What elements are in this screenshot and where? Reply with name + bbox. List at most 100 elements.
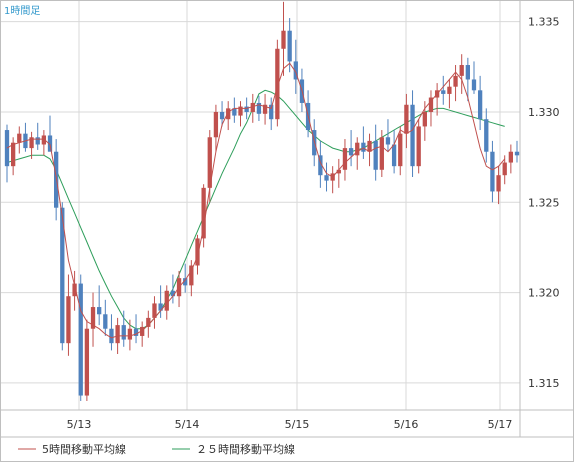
candle-body — [342, 148, 348, 170]
candle — [78, 274, 83, 401]
legend-label: 5時間移動平均線 — [42, 442, 126, 456]
candle-body — [103, 314, 108, 329]
candle — [367, 133, 372, 167]
candle-body — [502, 162, 507, 176]
legend: 5時間移動平均線 ２５時間移動平均線 — [18, 442, 295, 456]
candle-body — [146, 317, 151, 327]
candle — [385, 119, 391, 152]
candle — [318, 140, 323, 188]
candle-body — [459, 65, 464, 76]
candle-body — [361, 142, 366, 152]
candle-body — [391, 144, 397, 167]
candle — [398, 126, 403, 176]
candle-body — [256, 102, 262, 114]
candle — [35, 122, 40, 150]
candle-body — [164, 290, 169, 311]
candle — [342, 139, 348, 181]
candle-body — [232, 108, 237, 116]
candle-body — [78, 283, 83, 396]
candle — [502, 155, 507, 185]
candle-body — [367, 140, 372, 152]
candle-body — [477, 90, 483, 120]
candle — [29, 131, 34, 159]
candle — [490, 140, 495, 203]
candle — [379, 130, 384, 178]
candle-body — [281, 30, 286, 49]
candle — [269, 97, 274, 131]
ma5-series — [6, 62, 506, 339]
candle-body — [262, 104, 268, 114]
candle — [219, 101, 225, 127]
candle — [189, 260, 194, 297]
candle-body — [213, 111, 219, 138]
y-tick-label: 1.325 — [528, 196, 560, 209]
candle — [103, 299, 108, 336]
candle-body — [60, 207, 65, 344]
candle — [121, 310, 126, 347]
candle-body — [29, 137, 34, 149]
candle-body — [348, 148, 354, 156]
candle — [361, 126, 366, 159]
candle-body — [226, 108, 231, 120]
candle — [514, 140, 520, 163]
candle — [47, 115, 53, 152]
candle-body — [496, 175, 501, 192]
candle-body — [47, 135, 53, 152]
y-tick-label: 1.335 — [528, 16, 560, 29]
candle-body — [41, 135, 47, 145]
candle-body — [250, 102, 255, 112]
candle — [201, 184, 206, 248]
candle — [133, 314, 139, 344]
candle-body — [4, 130, 10, 167]
candle — [465, 57, 470, 102]
candle — [60, 202, 65, 351]
candle — [453, 65, 458, 102]
candle-body — [170, 290, 176, 297]
candle — [97, 285, 102, 326]
candle-body — [428, 97, 434, 112]
candle — [355, 137, 360, 170]
y-tick-label: 1.315 — [528, 377, 560, 390]
candle — [336, 158, 341, 188]
candle — [293, 39, 298, 94]
candle-body — [238, 106, 243, 116]
candle-body — [152, 303, 157, 318]
candle-body — [293, 61, 298, 80]
candle — [213, 104, 219, 152]
candle-body — [140, 326, 145, 336]
x-axis-ticks: 5/13 5/14 5/15 5/16 5/17 — [67, 418, 513, 431]
candle-body — [385, 137, 391, 145]
legend-label: ２５時間移動平均線 — [196, 442, 295, 456]
candle-body — [195, 238, 200, 266]
candle — [477, 75, 483, 131]
candle — [183, 263, 188, 293]
candle-body — [17, 133, 22, 143]
candle-body — [404, 104, 409, 134]
candle-body — [121, 325, 126, 340]
candle — [152, 296, 157, 329]
candle-body — [471, 79, 477, 91]
candle — [447, 79, 452, 109]
candle-body — [453, 75, 458, 87]
candle-body — [398, 133, 403, 167]
candle — [140, 321, 145, 347]
candle — [90, 292, 96, 347]
candle — [84, 319, 90, 401]
candle-body — [72, 283, 77, 297]
candle-body — [127, 328, 133, 340]
y-tick-label: 1.330 — [528, 106, 560, 119]
candle — [66, 274, 71, 356]
candle — [428, 90, 434, 127]
candle-body — [490, 151, 495, 192]
candle-body — [484, 119, 489, 152]
candle — [324, 162, 329, 192]
candle — [508, 144, 514, 174]
x-tick-label: 5/15 — [285, 418, 310, 431]
candle — [41, 130, 47, 156]
candle — [164, 285, 169, 320]
candle-body — [287, 30, 292, 62]
candle — [459, 54, 464, 94]
